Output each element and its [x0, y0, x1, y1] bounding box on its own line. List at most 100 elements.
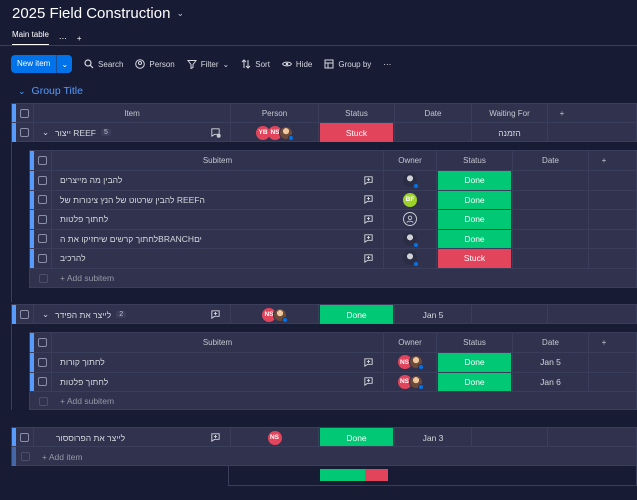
select-all-subitems-checkbox[interactable] [38, 338, 47, 347]
subitem-row[interactable]: לחתוך פלטות Done [30, 210, 636, 230]
subitem-checkbox[interactable] [38, 195, 47, 205]
status-label[interactable]: Done [320, 305, 393, 324]
group-title[interactable]: Group Title [31, 85, 83, 97]
subitem-date-cell[interactable] [513, 171, 589, 190]
subitem-col-status[interactable]: Status [437, 333, 513, 352]
row-checkbox[interactable] [20, 128, 29, 137]
updates-cell[interactable] [200, 428, 231, 447]
subitem-owner-cell[interactable] [384, 171, 437, 190]
date-cell[interactable]: Jan 5 [395, 305, 472, 324]
group-by-button[interactable]: Group by [324, 59, 371, 69]
add-subitem-column-button[interactable]: + [601, 156, 607, 165]
waiting-for-cell[interactable] [472, 428, 548, 447]
status-cell[interactable]: Done [319, 428, 395, 447]
col-date[interactable]: Date [395, 104, 472, 123]
subitem-row[interactable]: להבין שרטוט של הנץ צינורות של REEFה BF Don… [30, 190, 636, 210]
item-name[interactable]: ייצור REEF [55, 127, 96, 138]
subitem-count-badge[interactable]: 2 [116, 311, 127, 318]
conversation-icon[interactable] [210, 127, 221, 138]
person-cell[interactable]: NS [231, 428, 319, 447]
subitem-name[interactable]: לחתוך פלטות [60, 214, 109, 225]
hide-button[interactable]: Hide [281, 59, 312, 69]
col-waiting-for[interactable]: Waiting For [472, 104, 548, 123]
subitem-checkbox[interactable] [38, 253, 47, 263]
subitem-status-label[interactable]: Done [438, 353, 511, 372]
col-person[interactable]: Person [231, 104, 319, 123]
add-subitem-column-button[interactable]: + [601, 338, 607, 347]
tab-more-icon[interactable]: ⋯ [58, 33, 67, 43]
subitem-owner-cell[interactable] [384, 249, 437, 268]
row-checkbox[interactable] [20, 310, 29, 319]
subitem-checkbox[interactable] [38, 214, 47, 224]
select-all-subitems-checkbox[interactable] [38, 156, 47, 165]
table-row[interactable]: ⌄ ייצור REEF 5 YB NS Stuck הזמנה [11, 122, 637, 142]
subitem-date-cell[interactable]: Jan 5 [513, 353, 589, 372]
more-options-icon[interactable]: ⋯ [383, 59, 392, 69]
subitem-owner-cell[interactable]: NS [384, 372, 437, 391]
subitem-row[interactable]: לחתוך פלטות NS Done Jan 6 [30, 372, 636, 392]
group-header[interactable]: ⌄ Group Title [18, 85, 83, 97]
row-checkbox[interactable] [20, 433, 29, 442]
subitem-date-cell[interactable] [513, 249, 589, 268]
add-update-icon[interactable] [363, 357, 374, 368]
subitem-status-label[interactable]: Done [438, 229, 511, 248]
filter-button[interactable]: Filter ⌄ [186, 59, 229, 69]
add-update-icon[interactable] [210, 309, 221, 320]
subitem-row[interactable]: להבין מה מייצרים Done [30, 171, 636, 191]
subitem-col-owner[interactable]: Owner [384, 333, 437, 352]
add-view-button[interactable]: + [76, 33, 82, 43]
group-collapse-chevron-icon[interactable]: ⌄ [18, 85, 26, 96]
waiting-for-cell[interactable]: הזמנה [472, 123, 548, 142]
person-cell[interactable]: YB NS [231, 123, 319, 142]
table-row[interactable]: ⌄ לייצר את הפידר 2 NS Done Jan 5 [11, 304, 637, 324]
subitem-row[interactable]: לחתוך קרשים שיחזיקו את הBRANCHים Done [30, 229, 636, 249]
subitem-status-cell[interactable]: Done [437, 171, 513, 190]
subitem-status-label[interactable]: Done [438, 210, 511, 229]
subitem-date-cell[interactable] [513, 229, 589, 248]
subitem-status-cell[interactable]: Stuck [437, 249, 513, 268]
subitem-status-cell[interactable]: Done [437, 353, 513, 372]
subitem-col-owner[interactable]: Owner [384, 151, 437, 170]
subitem-count-badge[interactable]: 5 [100, 129, 111, 136]
table-row[interactable]: לייצר את הפרוססור NS Done Jan 3 [11, 427, 637, 447]
subitem-checkbox[interactable] [38, 234, 47, 244]
subitem-updates-cell[interactable] [353, 190, 384, 209]
subitem-date-cell[interactable] [513, 190, 589, 209]
add-subitem-button[interactable]: + Add subitem [60, 273, 115, 283]
updates-cell[interactable] [200, 123, 231, 142]
status-label[interactable]: Done [320, 428, 393, 447]
subitem-name[interactable]: לחתוך קורות [60, 357, 105, 368]
subitem-status-cell[interactable]: Done [437, 229, 513, 248]
subitem-updates-cell[interactable] [353, 210, 384, 229]
subitem-updates-cell[interactable] [353, 171, 384, 190]
updates-cell[interactable] [200, 305, 231, 324]
expand-subitems-chevron-icon[interactable]: ⌄ [42, 127, 50, 137]
add-update-icon[interactable] [363, 214, 374, 225]
board-title[interactable]: 2025 Field Construction ⌄ [12, 5, 184, 22]
add-update-icon[interactable] [363, 175, 374, 186]
chevron-down-icon[interactable]: ⌄ [176, 8, 184, 18]
add-update-icon[interactable] [363, 376, 374, 387]
subitem-status-label[interactable]: Done [438, 372, 511, 391]
subitem-owner-cell[interactable]: BF [384, 190, 437, 209]
item-name-cell[interactable]: לייצר את הפרוססור [34, 428, 200, 447]
item-name[interactable]: לייצר את הפידר [55, 309, 112, 320]
subitem-row[interactable]: לחתוך קורות NS Done Jan 5 [30, 353, 636, 373]
add-item-button[interactable]: + Add item [42, 451, 83, 462]
tab-main-table[interactable]: Main table [12, 30, 49, 46]
subitem-date-cell[interactable]: Jan 6 [513, 372, 589, 391]
add-update-icon[interactable] [210, 432, 221, 443]
expand-subitems-chevron-icon[interactable]: ⌄ [42, 309, 50, 319]
subitem-col-date[interactable]: Date [513, 333, 589, 352]
subitem-status-label[interactable]: Done [438, 190, 511, 209]
date-cell[interactable]: Jan 3 [395, 428, 472, 447]
new-item-button[interactable]: New item ⌄ [11, 55, 73, 73]
subitem-name[interactable]: לחתוך פלטות [60, 376, 109, 387]
sort-button[interactable]: Sort [241, 59, 270, 69]
subitem-owner-cell[interactable] [384, 210, 437, 229]
status-summary-bar[interactable] [320, 469, 388, 481]
subitem-updates-cell[interactable] [353, 372, 384, 391]
waiting-for-cell[interactable] [472, 305, 548, 324]
status-label[interactable]: Stuck [320, 123, 393, 142]
subitem-status-label[interactable]: Done [438, 171, 511, 190]
